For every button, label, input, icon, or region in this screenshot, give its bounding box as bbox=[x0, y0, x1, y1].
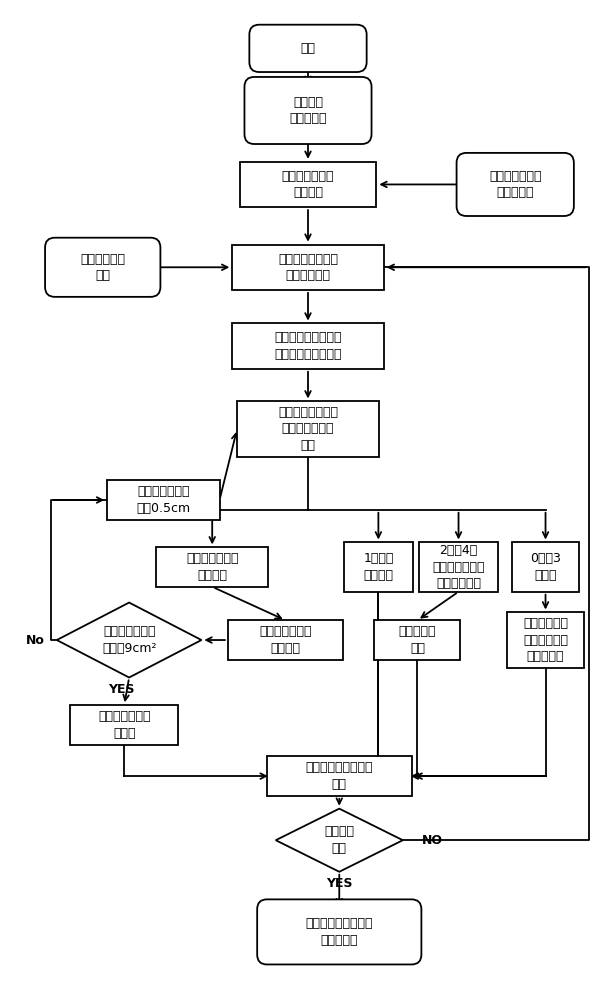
FancyBboxPatch shape bbox=[245, 77, 371, 144]
FancyBboxPatch shape bbox=[232, 323, 384, 369]
FancyBboxPatch shape bbox=[419, 542, 498, 592]
Text: YES: YES bbox=[326, 877, 352, 890]
Text: 求所组成三角形
的重心: 求所组成三角形 的重心 bbox=[98, 710, 150, 740]
FancyBboxPatch shape bbox=[267, 756, 411, 796]
FancyBboxPatch shape bbox=[232, 245, 384, 290]
FancyBboxPatch shape bbox=[156, 547, 269, 587]
Text: 人工测量特定节
点精准坐标: 人工测量特定节 点精准坐标 bbox=[489, 170, 541, 199]
Text: 对所有节
点进行编号: 对所有节 点进行编号 bbox=[290, 96, 326, 125]
FancyBboxPatch shape bbox=[70, 705, 178, 745]
Text: 利用待测定位节点
到已知定位节点
画圆: 利用待测定位节点 到已知定位节点 画圆 bbox=[278, 406, 338, 452]
Text: 得到待测定位节点的
坐标: 得到待测定位节点的 坐标 bbox=[306, 761, 373, 791]
Text: 更新坐标数据，记录
坐标并结束: 更新坐标数据，记录 坐标并结束 bbox=[306, 917, 373, 947]
Text: 利用画圆得到的
六个交点: 利用画圆得到的 六个交点 bbox=[186, 552, 238, 582]
Polygon shape bbox=[57, 603, 201, 678]
FancyBboxPatch shape bbox=[513, 542, 579, 592]
Text: 推出定位节点
设备存在问题
并标定检修: 推出定位节点 设备存在问题 并标定检修 bbox=[523, 617, 568, 663]
Text: No: No bbox=[26, 634, 45, 647]
FancyBboxPatch shape bbox=[45, 238, 160, 297]
FancyBboxPatch shape bbox=[228, 620, 343, 660]
Text: 1个唯一
公共交点: 1个唯一 公共交点 bbox=[363, 552, 394, 582]
Text: 0个或3
个交点: 0个或3 个交点 bbox=[530, 552, 561, 582]
Text: YES: YES bbox=[108, 683, 134, 696]
Text: 求坐标的平
均值: 求坐标的平 均值 bbox=[399, 625, 436, 655]
Text: 所组成三角形面
积小于9cm²: 所组成三角形面 积小于9cm² bbox=[102, 625, 156, 655]
FancyBboxPatch shape bbox=[456, 153, 574, 216]
Text: 对得到的距离各
减少0.5cm: 对得到的距离各 减少0.5cm bbox=[136, 485, 190, 515]
Text: 运行时间
结束: 运行时间 结束 bbox=[324, 825, 354, 855]
Text: 按编号更新定位
节点坐标: 按编号更新定位 节点坐标 bbox=[282, 170, 334, 199]
FancyBboxPatch shape bbox=[375, 620, 461, 660]
FancyBboxPatch shape bbox=[249, 25, 367, 72]
Polygon shape bbox=[276, 809, 403, 872]
Text: 更新已校准定位为
参考定位节点: 更新已校准定位为 参考定位节点 bbox=[278, 253, 338, 282]
FancyBboxPatch shape bbox=[344, 542, 413, 592]
Text: NO: NO bbox=[421, 834, 443, 847]
Text: 按编号顺序由已知三
点向临近待测点测距: 按编号顺序由已知三 点向临近待测点测距 bbox=[274, 331, 342, 361]
FancyBboxPatch shape bbox=[508, 612, 583, 668]
FancyBboxPatch shape bbox=[237, 401, 379, 457]
Text: 选出离三圆心最
近的三点: 选出离三圆心最 近的三点 bbox=[259, 625, 312, 655]
Text: 移动标签辅助
校准: 移动标签辅助 校准 bbox=[80, 253, 125, 282]
FancyBboxPatch shape bbox=[257, 899, 421, 964]
FancyBboxPatch shape bbox=[240, 162, 376, 207]
Text: 开始: 开始 bbox=[301, 42, 315, 55]
Text: 2个或4个
交点（一个唯一
公共点除外）: 2个或4个 交点（一个唯一 公共点除外） bbox=[432, 544, 485, 590]
FancyBboxPatch shape bbox=[107, 480, 219, 520]
